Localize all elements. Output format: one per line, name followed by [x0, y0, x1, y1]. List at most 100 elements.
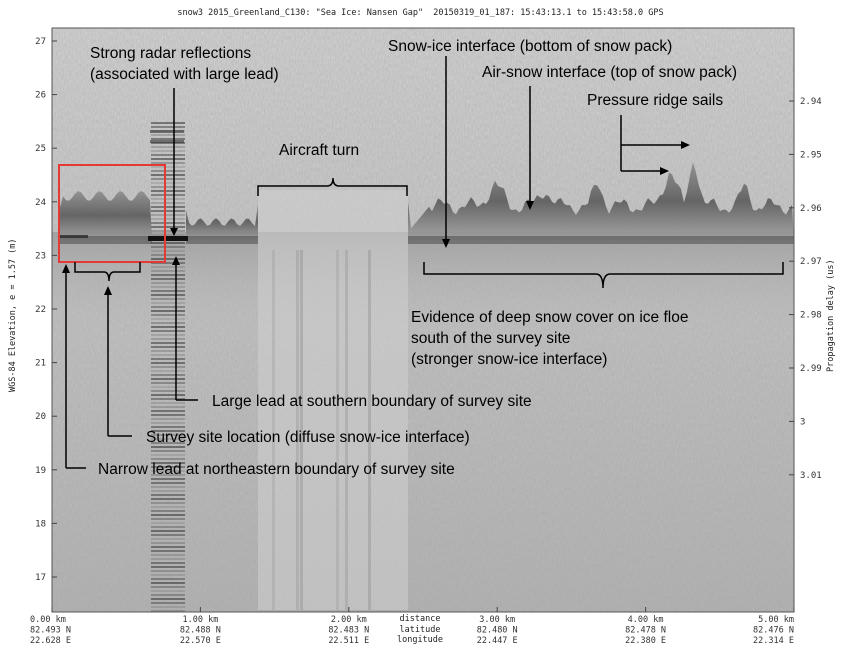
lead-stripe — [151, 522, 185, 524]
x-row-longitude-label: longitude — [396, 635, 444, 645]
turn-streak — [345, 250, 348, 610]
lead-stripe — [151, 498, 185, 500]
annotation-strong-reflections: Strong radar reflections (associated wit… — [90, 43, 279, 85]
arrowhead-ridge-2 — [660, 167, 669, 175]
lead-stripe — [151, 310, 185, 312]
left-tick-label: 22 — [35, 305, 46, 315]
arrowhead-survey-site — [104, 286, 112, 295]
lead-stripe — [151, 370, 185, 372]
turn-streak — [272, 250, 275, 610]
x-row-latitude-label: latitude — [399, 624, 441, 635]
left-tick-label: 20 — [35, 412, 46, 422]
lead-stripe — [151, 206, 185, 208]
lead-stripe — [151, 330, 185, 332]
lead-stripe — [151, 606, 185, 608]
lead-stripe — [151, 574, 185, 576]
lead-stripe — [151, 234, 185, 236]
lead-stripe — [151, 486, 185, 488]
bottom-tick-label: 22.570 E — [180, 636, 221, 646]
annotation-air-snow: Air-snow interface (top of snow pack) — [482, 62, 737, 83]
lead-stripe — [151, 390, 185, 392]
lead-stripe — [151, 274, 185, 276]
lead-stripe — [150, 130, 184, 133]
right-axis-label: Propagation delay (us) — [826, 259, 836, 372]
lead-stripe — [151, 502, 185, 504]
lead-stripe — [151, 566, 185, 568]
lead-stripe — [151, 146, 185, 148]
snow-pack-segment — [408, 162, 794, 240]
lead-stripe — [151, 446, 185, 448]
bottom-tick-label: 5.00 km — [758, 615, 794, 625]
lead-stripe — [151, 518, 185, 520]
lead-stripe — [151, 198, 185, 200]
annotation-line: Large lead at southern boundary of surve… — [212, 393, 532, 410]
annotation-pressure-ridge: Pressure ridge sails — [587, 90, 723, 111]
lead-stripe — [151, 354, 185, 356]
lead-stripe — [151, 202, 185, 204]
lead-stripe — [151, 490, 185, 492]
lead-stripe — [151, 262, 185, 264]
left-axis: 27 26 25 24 23 22 21 20 19 18 17 — [35, 37, 57, 583]
bottom-tick-label: 22.380 E — [625, 636, 666, 646]
bottom-tick-label: 82.476 N — [753, 626, 794, 636]
lead-stripe — [151, 286, 185, 288]
lead-stripe — [151, 598, 185, 600]
snow-ice-interface-line — [60, 236, 152, 244]
lead-stripe — [151, 254, 185, 256]
x-axis-row-labels: distance latitude longitude — [396, 614, 444, 646]
bottom-tick-label: 82.478 N — [625, 626, 666, 636]
left-tick-label: 27 — [35, 37, 46, 47]
lead-stripe — [151, 350, 185, 352]
turn-streak — [300, 250, 303, 610]
lead-stripe — [151, 554, 185, 556]
arrowhead-strong-reflections — [170, 228, 178, 236]
bottom-tick-label: 2.00 km — [331, 615, 367, 625]
lead-stripe — [151, 562, 185, 564]
lead-reflection-column — [150, 122, 185, 612]
lead-stripe — [151, 282, 185, 284]
lead-stripe — [151, 270, 185, 272]
right-tick-label: 2.98 — [800, 311, 822, 321]
lead-stripe — [151, 466, 185, 468]
right-axis: 2.94 2.95 2.96 2.97 2.98 2.99 3 3.01 — [789, 97, 822, 481]
lead-stripe — [151, 258, 185, 260]
annotation-line: Pressure ridge sails — [587, 92, 724, 109]
left-tick-label: 23 — [35, 251, 46, 261]
lead-stripe — [151, 230, 185, 232]
lead-stripe — [151, 290, 185, 292]
lead-stripe — [151, 454, 185, 456]
lead-stripe — [151, 478, 185, 480]
plot-frame — [51, 27, 795, 613]
lead-stripe — [151, 158, 185, 160]
x-row-distance-label: distance — [399, 614, 441, 624]
lead-stripe — [151, 186, 185, 188]
lead-stripe — [151, 470, 185, 472]
left-tick-label: 25 — [35, 144, 46, 154]
annotation-deep-snow: Evidence of deep snow cover on ice floe … — [411, 307, 688, 370]
lead-stripe — [151, 250, 185, 252]
right-tick-label: 3.01 — [800, 471, 822, 481]
lead-stripe — [151, 170, 185, 172]
chart-title: snow3 2015_Greenland_C130: "Sea Ice: Nan… — [177, 8, 664, 18]
bottom-tick-label: 22.447 E — [477, 636, 518, 646]
lead-stripe — [151, 134, 185, 136]
left-tick-label: 24 — [35, 198, 46, 208]
left-tick-label: 18 — [35, 519, 46, 529]
lead-stripe — [151, 410, 185, 412]
lead-stripe — [151, 402, 185, 404]
right-tick-label: 3 — [800, 417, 805, 427]
lead-stripe — [151, 218, 185, 220]
lead-stripe — [151, 506, 185, 508]
lead-stripe — [151, 406, 185, 408]
annotation-line: Narrow lead at northeastern boundary of … — [98, 461, 455, 478]
left-tick-label: 21 — [35, 359, 46, 369]
lead-stripe — [151, 590, 185, 592]
annotation-line: Snow-ice interface (bottom of snow pack) — [388, 38, 673, 55]
bottom-tick-label: 0.00 km — [30, 615, 66, 625]
lead-stripe — [151, 450, 185, 452]
lead-stripe — [151, 538, 185, 540]
lead-stripe — [151, 358, 185, 360]
lead-stripe — [151, 546, 185, 548]
annotation-snow-ice: Snow-ice interface (bottom of snow pack) — [388, 36, 672, 57]
bottom-tick-label: 1.00 km — [182, 615, 218, 625]
